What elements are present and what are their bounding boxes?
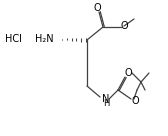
Text: O: O xyxy=(93,3,101,13)
Text: O: O xyxy=(124,68,132,78)
Text: N: N xyxy=(102,94,110,104)
Text: HCl: HCl xyxy=(5,34,22,44)
Text: O: O xyxy=(120,21,128,31)
Text: H₂N: H₂N xyxy=(35,34,54,44)
Text: H: H xyxy=(103,100,109,109)
Text: O: O xyxy=(131,96,139,106)
